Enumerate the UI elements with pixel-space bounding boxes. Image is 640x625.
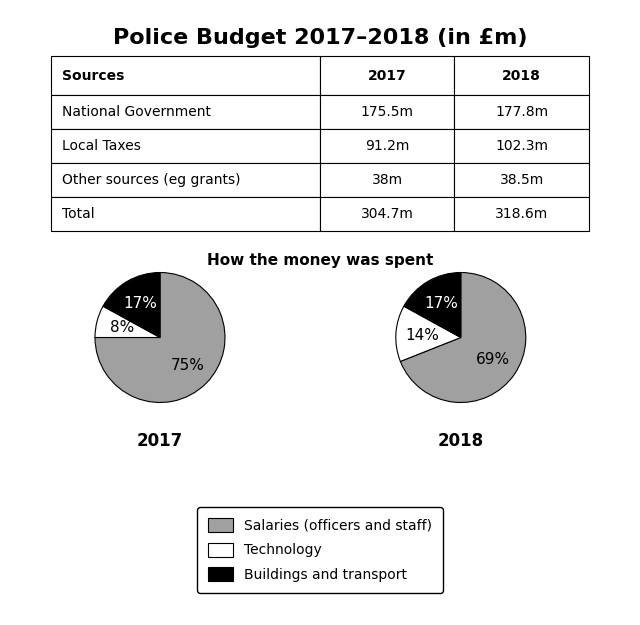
Wedge shape (103, 272, 160, 338)
Text: 2017: 2017 (137, 432, 183, 450)
Wedge shape (95, 272, 225, 402)
Wedge shape (401, 272, 526, 402)
Text: 17%: 17% (424, 296, 458, 311)
Wedge shape (95, 306, 160, 338)
Text: 17%: 17% (124, 296, 157, 311)
Text: 69%: 69% (476, 352, 510, 367)
Text: 75%: 75% (171, 357, 205, 372)
Wedge shape (396, 306, 461, 361)
Wedge shape (404, 272, 461, 338)
Text: Police Budget 2017–2018 (in £m): Police Budget 2017–2018 (in £m) (113, 28, 527, 48)
Text: How the money was spent: How the money was spent (207, 253, 433, 268)
Text: 14%: 14% (405, 328, 439, 342)
Text: 2018: 2018 (438, 432, 484, 450)
Legend: Salaries (officers and staff), Technology, Buildings and transport: Salaries (officers and staff), Technolog… (197, 507, 443, 593)
Text: 8%: 8% (110, 320, 134, 335)
